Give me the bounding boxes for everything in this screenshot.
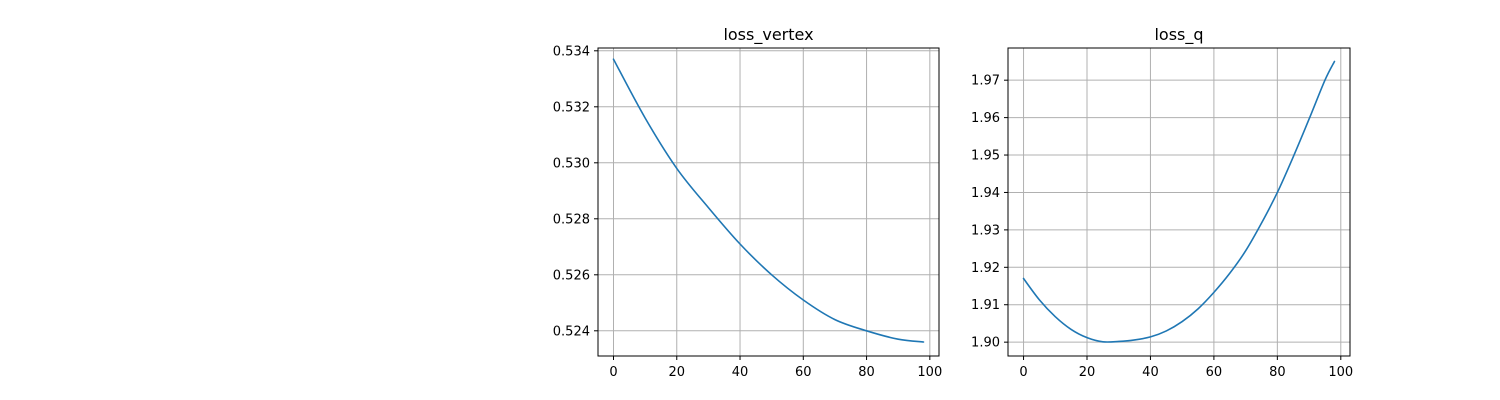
loss-q-y-tick-label: 1.93 (971, 223, 1000, 238)
loss-q-plot-frame (1007, 47, 1351, 357)
loss-vertex-plot-frame (597, 47, 940, 357)
loss-q-x-tick-label: 20 (1079, 365, 1096, 380)
loss-q-x-tick-label: 40 (1142, 365, 1159, 380)
loss-vertex-series-line (612, 58, 925, 343)
loss-vertex-x-tick-label: 60 (795, 365, 812, 380)
loss-vertex-y-tick-label: 0.532 (553, 100, 590, 115)
loss-vertex-x-tick-label: 20 (668, 365, 685, 380)
loss-q-panel: loss_q 0 20 40 60 80 100 1.90 1.91 1.92 1.93 1.94 1… (971, 25, 1353, 380)
loss-vertex-panel: loss_vertex 0 20 40 60 80 100 0.524 0.526 0.528 0… (553, 25, 942, 380)
loss-vertex-y-tick-label: 0.526 (553, 268, 590, 283)
loss-vertex-y-tick-label: 0.524 (553, 324, 590, 339)
loss-q-title: loss_q (1154, 25, 1203, 45)
loss-vertex-y-tick-label: 0.534 (553, 44, 590, 59)
loss-vertex-title: loss_vertex (723, 25, 813, 45)
loss-q-y-tick-label: 1.95 (971, 149, 1000, 164)
loss-vertex-y-tick-label: 0.528 (553, 212, 590, 227)
loss-q-x-tick-label: 0 (1019, 365, 1027, 380)
loss-vertex-y-tick-label: 0.530 (553, 156, 590, 171)
loss-q-y-tick-label: 1.90 (971, 336, 1000, 351)
loss-vertex-x-tick-label: 0 (609, 365, 617, 380)
loss-q-y-tick-label: 1.92 (971, 261, 1000, 276)
loss-q-y-tick-label: 1.97 (971, 74, 1000, 89)
loss-q-series-line (1022, 60, 1336, 343)
loss-vertex-x-tick-label: 40 (732, 365, 749, 380)
loss-vertex-x-tick-label: 100 (917, 365, 942, 380)
loss-q-y-tick-label: 1.94 (971, 186, 1000, 201)
loss-q-x-tick-label: 100 (1328, 365, 1353, 380)
loss-vertex-x-tick-label: 80 (858, 365, 875, 380)
loss-q-y-tick-label: 1.96 (971, 111, 1000, 126)
loss-q-y-tick-label: 1.91 (971, 298, 1000, 313)
loss-q-x-tick-label: 80 (1269, 365, 1286, 380)
loss-q-x-tick-label: 60 (1206, 365, 1223, 380)
